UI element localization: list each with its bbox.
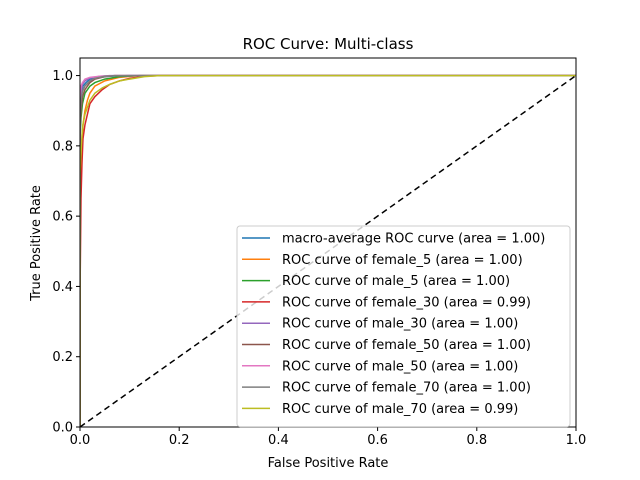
y-tick-label-0: 0.0: [52, 421, 73, 436]
legend-label-7: ROC curve of female_70 (area = 1.00): [282, 381, 531, 396]
legend-label-0: macro-average ROC curve (area = 1.00): [282, 232, 545, 247]
axis-ticks: 0.0 0.2 0.4 0.6 0.8 1.0 0.0 0.2 0.4 0.6 0.8 1.0: [52, 69, 586, 448]
x-tick-label-5: 1.0: [566, 433, 587, 448]
y-tick-label-2: 0.4: [52, 280, 73, 295]
legend-box: [236, 225, 571, 428]
legend-label-1: ROC curve of female_5 (area = 1.00): [282, 253, 523, 268]
legend-label-3: ROC curve of female_30 (area = 0.99): [282, 295, 531, 310]
series-line-8: [80, 74, 576, 427]
legend-label-6: ROC curve of male_50 (area = 1.00): [282, 359, 518, 374]
legend: macro-average ROC curve (area = 1.00) ROC…: [236, 225, 571, 428]
legend-label-4: ROC curve of male_30 (area = 1.00): [282, 317, 518, 332]
y-tick-label-5: 1.0: [52, 69, 73, 84]
x-tick-label-1: 0.2: [169, 433, 190, 448]
y-tick-label-3: 0.6: [52, 210, 73, 225]
legend-label-2: ROC curve of male_5 (area = 1.00): [282, 274, 510, 289]
y-tick-label-1: 0.2: [52, 350, 73, 365]
y-axis-label: True Positive Rate: [29, 185, 44, 302]
y-tick-label-4: 0.8: [52, 139, 73, 154]
legend-label-5: ROC curve of female_50 (area = 1.00): [282, 338, 531, 353]
x-tick-label-4: 0.8: [466, 433, 487, 448]
x-tick-label-2: 0.4: [268, 433, 289, 448]
chart-title: ROC Curve: Multi-class: [243, 35, 414, 53]
x-tick-label-0: 0.0: [70, 433, 91, 448]
x-axis-label: False Positive Rate: [268, 456, 389, 471]
x-tick-label-3: 0.6: [367, 433, 388, 448]
legend-label-8: ROC curve of male_70 (area = 0.99): [282, 402, 518, 417]
